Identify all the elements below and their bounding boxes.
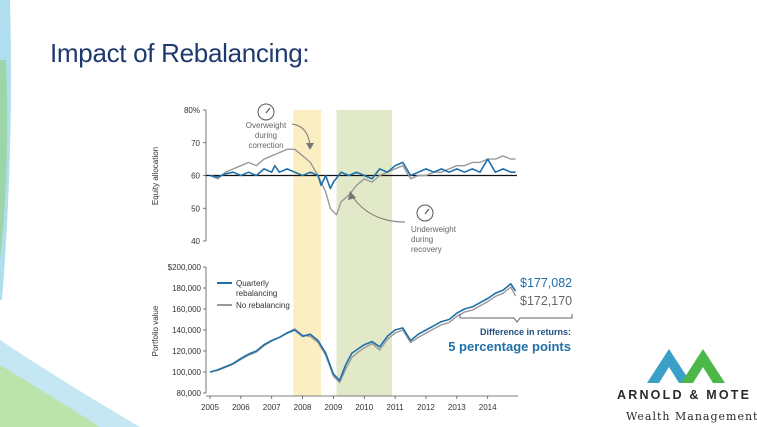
- top-y-tick-label: 70: [191, 139, 200, 148]
- difference-title: Difference in returns:: [480, 327, 571, 337]
- annotation-underweight-text: recovery: [411, 245, 442, 254]
- x-tick-label: 2005: [201, 403, 219, 412]
- top-y-tick-label: 60: [191, 172, 200, 181]
- bottom-y-tick-label: 180,000: [172, 284, 201, 293]
- brand-name: ARNOLD & MOTE: [617, 388, 752, 402]
- brand-logo-icon: [647, 349, 725, 383]
- end-label-no-rebalancing: $172,170: [520, 294, 572, 308]
- annotation-underweight-arrowhead: [348, 191, 356, 200]
- legend-label-quarterly: Quarterly: [236, 279, 269, 288]
- end-label-quarterly: $177,082: [520, 276, 572, 290]
- top-y-tick-label: 80%: [184, 106, 200, 115]
- logo-green-peak: [681, 349, 725, 383]
- gauge-icon-needle: [265, 107, 271, 114]
- allocation-series-quarterly: [209, 158, 516, 190]
- bottom-y-tick-label: 80,000: [177, 389, 202, 398]
- annotation-overweight-text: Overweight: [246, 121, 287, 130]
- portfolio-series-quarterly: [209, 282, 517, 382]
- gauge-icon: [257, 103, 275, 121]
- slide-title: Impact of Rebalancing:: [50, 38, 310, 68]
- x-tick-label: 2014: [479, 403, 497, 412]
- bottom-y-tick-label: 140,000: [172, 326, 201, 335]
- bottom-y-axis-label: Portfolio value: [151, 305, 160, 356]
- annotation-overweight-arrow: [291, 123, 311, 147]
- annotation-underweight-text: during: [411, 235, 433, 244]
- x-tick-label: 2006: [232, 403, 250, 412]
- annotation-overweight-text: correction: [248, 141, 283, 150]
- portfolio-series-no-rebalancing: [209, 286, 517, 384]
- bottom-y-tick-label: 160,000: [172, 305, 201, 314]
- difference-value: 5 percentage points: [448, 339, 571, 354]
- gauge-icon-needle: [424, 208, 430, 215]
- x-tick-label: 2013: [448, 403, 466, 412]
- bottom-y-tick-label: 120,000: [172, 347, 201, 356]
- shaded-band-2: [336, 110, 393, 396]
- x-tick-label: 2009: [325, 403, 343, 412]
- difference-bracket: [459, 314, 573, 323]
- brand-tagline: Wealth Management: [626, 410, 757, 423]
- x-tick-label: 2008: [294, 403, 312, 412]
- annotation-underweight-text: Underweight: [411, 225, 457, 234]
- top-y-axis-label: Equity allocation: [151, 147, 160, 205]
- decor-swoosh-bottom-green: [0, 365, 100, 427]
- bottom-y-tick-label: $200,000: [168, 263, 202, 272]
- logo-blue-peak: [647, 349, 691, 383]
- bottom-y-tick-label: 100,000: [172, 368, 201, 377]
- top-y-tick-label: 50: [191, 204, 200, 213]
- shaded-band-1: [293, 110, 322, 396]
- legend-label-no-rebalancing: No rebalancing: [236, 301, 290, 310]
- legend-label-quarterly-cont: rebalancing: [236, 289, 277, 298]
- x-tick-label: 2010: [355, 403, 373, 412]
- annotation-underweight-arrow: [351, 195, 406, 223]
- decor-swoosh-green: [0, 60, 8, 260]
- x-tick-label: 2012: [417, 403, 435, 412]
- x-tick-label: 2007: [263, 403, 281, 412]
- annotation-overweight-text: during: [255, 131, 277, 140]
- annotation-overweight-arrowhead: [306, 143, 314, 150]
- gauge-icon: [416, 204, 434, 222]
- allocation-series-no-rebalancing: [209, 148, 516, 216]
- x-tick-label: 2011: [387, 403, 405, 412]
- top-y-tick-label: 40: [191, 237, 200, 246]
